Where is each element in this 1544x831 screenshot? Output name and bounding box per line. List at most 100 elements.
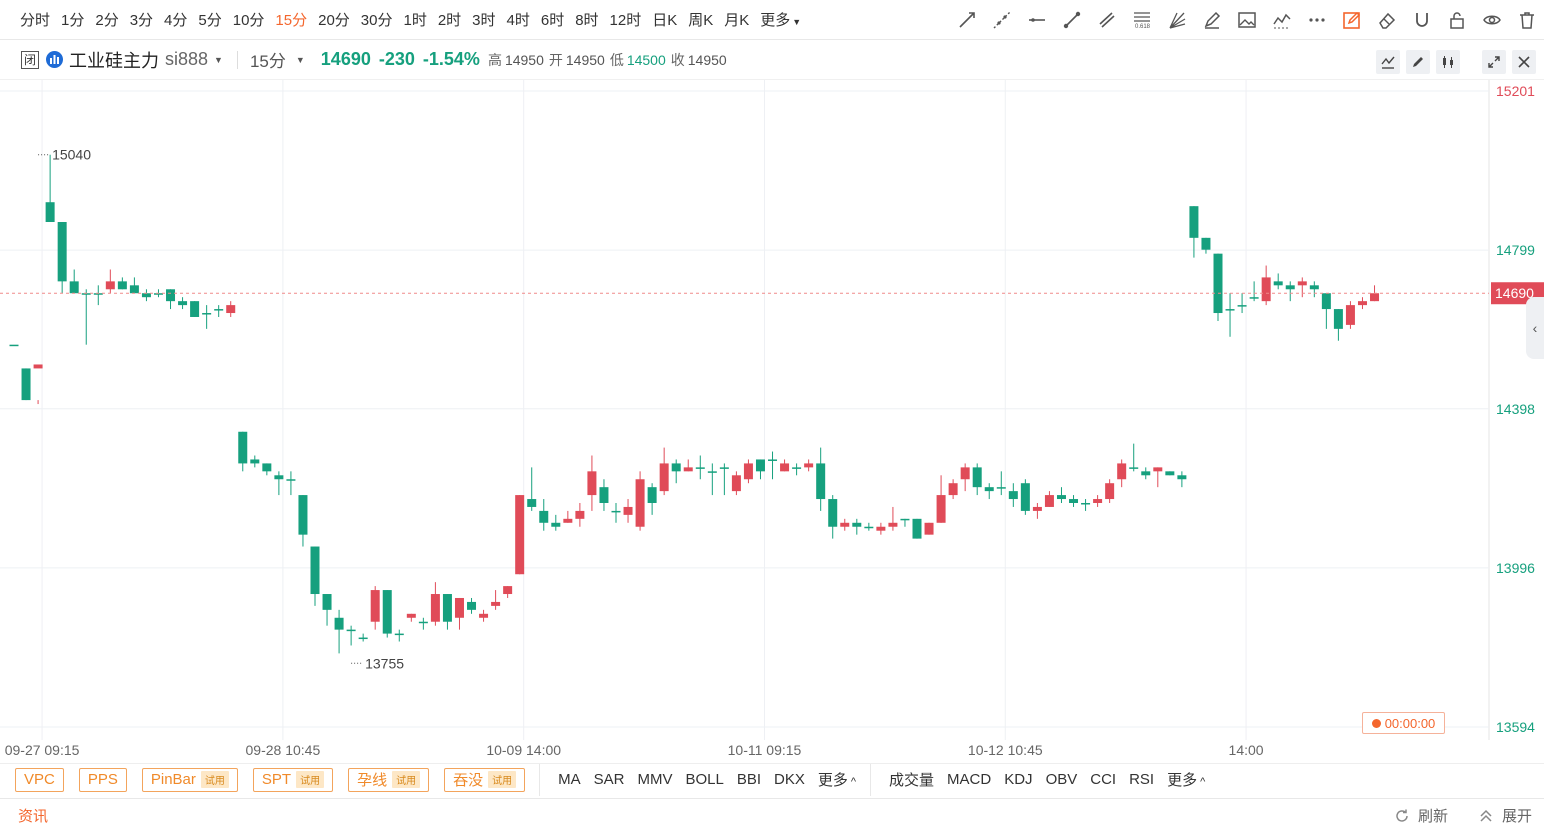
sub-indicator-1[interactable]: MACD: [947, 771, 992, 788]
symbol-name[interactable]: 工业硅主力: [69, 50, 159, 71]
trial-badge: 试用: [296, 771, 325, 788]
period-16[interactable]: 12时: [609, 12, 642, 29]
signal-tag-5[interactable]: 吞没 试用: [444, 767, 526, 792]
candle-body: [346, 629, 356, 632]
eye-tool[interactable]: [1474, 0, 1509, 40]
period-selector[interactable]: 15分: [249, 52, 286, 71]
period-14[interactable]: 6时: [540, 12, 565, 29]
period-3[interactable]: 3分: [129, 12, 154, 29]
period-17[interactable]: 日K: [652, 12, 678, 29]
signal-tag-0[interactable]: VPC: [15, 767, 64, 792]
candle-body: [1020, 483, 1030, 511]
candle-body: [816, 463, 826, 500]
period-8[interactable]: 20分: [318, 12, 350, 29]
gann-fan-tool[interactable]: [1159, 0, 1194, 40]
x-tick-label: 09-27 09:15: [5, 742, 80, 758]
news-tab[interactable]: 资讯: [18, 807, 49, 825]
lock-tool[interactable]: [1439, 0, 1474, 40]
sub-indicator-3[interactable]: OBV: [1045, 771, 1078, 788]
horizontal-line-tool[interactable]: [1019, 0, 1054, 40]
main-indicator-mmv[interactable]: MMV: [637, 771, 673, 788]
expand-button[interactable]: [1482, 50, 1506, 74]
candle-body: [635, 479, 645, 527]
period-6[interactable]: 10分: [232, 12, 265, 29]
candle-body: [611, 510, 621, 513]
period-4[interactable]: 4分: [164, 12, 188, 29]
bar-countdown: 00:00:00: [1362, 712, 1445, 734]
refresh-button[interactable]: 刷新: [1394, 805, 1448, 826]
sub-indicator-5[interactable]: RSI: [1129, 771, 1155, 788]
period-12[interactable]: 3时: [472, 12, 496, 29]
magnet-tool[interactable]: [1404, 0, 1439, 40]
main-indicator-boll[interactable]: BOLL: [685, 771, 724, 788]
period-dropdown-icon[interactable]: ▼: [295, 54, 305, 65]
side-panel-toggle[interactable]: ‹: [1526, 297, 1544, 359]
x-tick-label: 14:00: [1229, 742, 1264, 758]
signal-tag-3[interactable]: SPT 试用: [252, 767, 334, 792]
last-price-tag-label: 14690: [1495, 285, 1534, 301]
main-indicator-ma[interactable]: MA: [558, 771, 581, 788]
candle-body: [587, 471, 597, 496]
candle-body: [623, 506, 633, 515]
symbol-dropdown-icon[interactable]: ▼: [214, 54, 223, 65]
expand-panel-button[interactable]: 展开: [1478, 805, 1532, 826]
close-button[interactable]: [1512, 50, 1536, 74]
period-1[interactable]: 1分: [61, 12, 85, 29]
main-indicator-sar[interactable]: SAR: [593, 771, 625, 788]
period-19[interactable]: 月K: [724, 12, 750, 29]
eraser-tool[interactable]: [1369, 0, 1404, 40]
sub-indicator-4[interactable]: CCI: [1090, 771, 1117, 788]
more-dots-tool[interactable]: [1299, 0, 1334, 40]
candle-body: [479, 613, 489, 618]
sub-indicator-2[interactable]: KDJ: [1004, 771, 1033, 788]
period-toolbar: 分时 1分 2分 3分 4分 5分 10分 15分 20分 30分 1时 2时 3时 4时 6时 8时 12时日…: [0, 0, 1544, 40]
signal-tag-2[interactable]: PinBar 试用: [141, 767, 238, 792]
main-indicator-more[interactable]: 更多 ^: [818, 769, 856, 790]
candle-body: [1105, 483, 1115, 500]
period-13[interactable]: 4时: [506, 12, 530, 29]
period-15[interactable]: 8时: [575, 12, 599, 29]
sub-indicator-0[interactable]: 成交量: [889, 772, 935, 789]
period-0[interactable]: 分时: [20, 12, 51, 29]
sub-indicator-more[interactable]: 更多 ^: [1167, 769, 1205, 790]
period-5[interactable]: 5分: [198, 12, 222, 29]
edit-note-tool[interactable]: [1334, 0, 1369, 40]
extended-line-tool[interactable]: [984, 0, 1019, 40]
period-9[interactable]: 30分: [360, 12, 393, 29]
period-10[interactable]: 1时: [403, 12, 427, 29]
x-tick-label: 10-09 14:00: [486, 742, 561, 758]
period-18[interactable]: 周K: [688, 12, 714, 29]
period-more-dropdown[interactable]: 更多 ▼: [760, 9, 801, 30]
signal-tag-1[interactable]: PPS: [78, 767, 127, 792]
expand-label: 展开: [1501, 808, 1532, 825]
price-change-pct: -1.54%: [422, 49, 480, 69]
bottom-bar: 资讯 刷新 展开: [0, 798, 1544, 831]
draw-pen-button[interactable]: [1406, 50, 1430, 74]
period-11[interactable]: 2时: [437, 12, 462, 29]
candle-body: [262, 463, 272, 472]
ray-line-tool[interactable]: [949, 0, 984, 40]
market-status-badge: 闭: [21, 50, 39, 69]
candle-style-button[interactable]: [1436, 50, 1460, 74]
candle-body: [1032, 506, 1042, 511]
kline-chart[interactable]: 15201 14799 14398 13996 13594 09-27 09:15 09-2…: [0, 80, 1544, 763]
line-chart-button[interactable]: [1376, 50, 1400, 74]
symbol-code[interactable]: si888: [165, 49, 209, 69]
segment-tool[interactable]: [1054, 0, 1089, 40]
fibonacci-tool[interactable]: 0.618: [1124, 0, 1159, 40]
signal-tag-4[interactable]: 孕线 试用: [348, 767, 430, 792]
parallel-channel-tool[interactable]: [1089, 0, 1124, 40]
period-2[interactable]: 2分: [95, 12, 119, 29]
main-indicator-bbi[interactable]: BBI: [736, 771, 761, 788]
image-tool[interactable]: [1229, 0, 1264, 40]
kline-chart-svg[interactable]: 15201 14799 14398 13996 13594 09-27 09:15 09-2…: [0, 80, 1544, 763]
period-7[interactable]: 15分: [275, 12, 308, 29]
main-indicator-dkx[interactable]: DKX: [774, 771, 805, 788]
period-more-label: 更多: [760, 12, 791, 29]
symbol-header: 闭 工业硅主力 si888 ▼ 15分 ▼ 14690 -230 -1.54% …: [0, 40, 1544, 80]
brush-tool[interactable]: [1194, 0, 1229, 40]
wave-tool[interactable]: [1264, 0, 1299, 40]
candle-body: [912, 518, 922, 539]
trash-tool[interactable]: [1509, 0, 1544, 40]
candle-body: [731, 475, 741, 492]
